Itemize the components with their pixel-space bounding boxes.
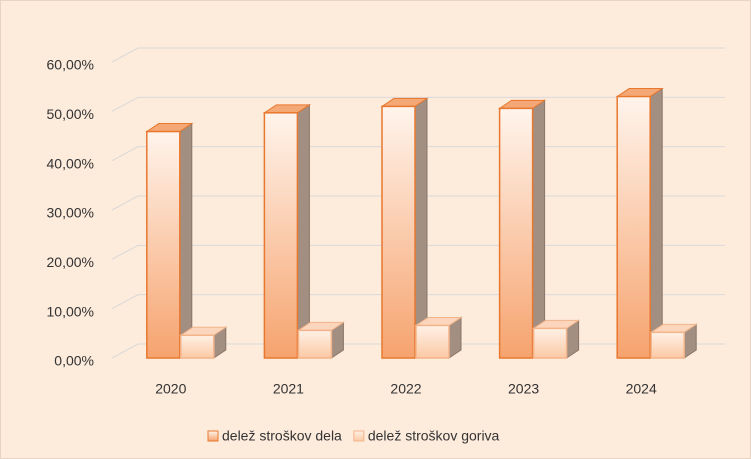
- bar: [415, 324, 450, 359]
- y-tick-label: 40,00%: [47, 155, 94, 171]
- x-tick-label: 2023: [508, 381, 539, 397]
- x-tick-label: 2022: [390, 381, 421, 397]
- y-tick-label: 60,00%: [47, 57, 94, 73]
- grid-line: [111, 96, 725, 112]
- y-tick-label: 50,00%: [47, 106, 94, 122]
- bar: [650, 331, 685, 359]
- legend-label: delež stroškov dela: [222, 428, 342, 444]
- legend-label: delež stroškov goriva: [368, 428, 500, 444]
- bar-side: [179, 122, 193, 359]
- bar: [263, 112, 299, 359]
- bar: [616, 95, 651, 359]
- grid-line: [111, 47, 725, 63]
- bar-side: [532, 99, 546, 359]
- x-tick-label: 2024: [626, 381, 657, 397]
- bar: [146, 130, 181, 359]
- bar: [180, 334, 215, 359]
- y-tick-label: 30,00%: [47, 205, 94, 221]
- x-tick-label: 2021: [273, 381, 304, 397]
- bar: [498, 107, 534, 359]
- bar: [532, 327, 568, 359]
- y-tick-label: 0,00%: [54, 353, 94, 369]
- legend-swatch: [353, 430, 365, 442]
- y-tick-label: 10,00%: [47, 303, 94, 319]
- legend-swatch: [207, 430, 219, 442]
- bar: [297, 329, 333, 359]
- bar: [381, 105, 416, 359]
- bar-side: [649, 87, 663, 359]
- bar-side: [296, 103, 310, 359]
- y-tick-label: 20,00%: [47, 254, 94, 270]
- x-tick-label: 2020: [155, 381, 186, 397]
